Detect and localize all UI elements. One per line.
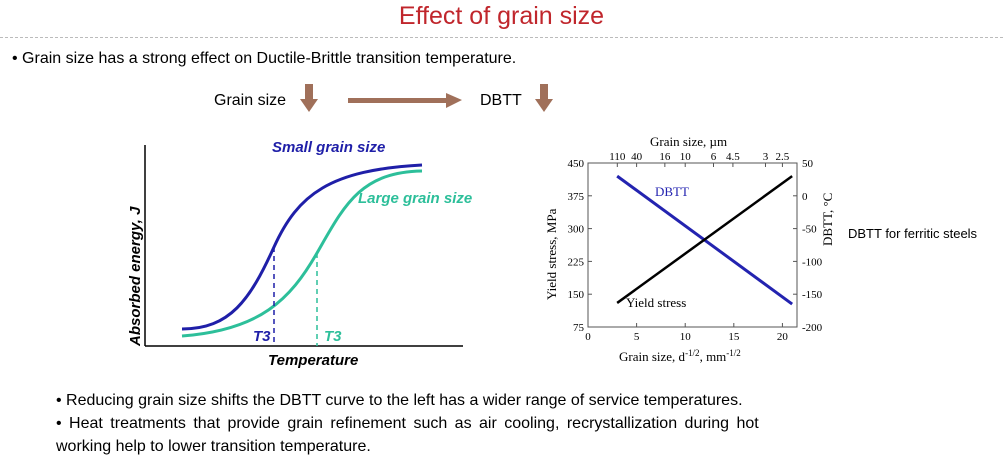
y2-tick-label: -150 (802, 289, 823, 301)
grain-size-dbtt-chart: Grain size, µm Grain size, d-1/2, mm-1/2… (544, 134, 835, 364)
bullet-3-line-2: working help to lower transition tempera… (56, 438, 371, 455)
y-tick-label: 225 (568, 256, 585, 268)
small-grain-curve (181, 163, 423, 331)
top-tick-label: 16 (659, 151, 671, 163)
x-axis-label: Grain size, d-1/2, mm-1/2 (619, 348, 741, 364)
x-tick-label: 10 (680, 331, 692, 343)
legend-small: Small grain size (272, 139, 385, 156)
relation-grain-size: Grain size (214, 92, 287, 109)
top-tick-label: 4.5 (726, 151, 740, 163)
bullet-3-line-1: • Heat treatments that provide grain ref… (56, 415, 759, 432)
bullet-1: • Grain size has a strong effect on Duct… (12, 50, 517, 67)
y2-tick-label: -50 (802, 224, 817, 236)
top-axis-label: Grain size, µm (650, 134, 727, 149)
right-arrow-icon (348, 93, 462, 108)
x-axis-label: Temperature (268, 352, 358, 369)
dbtt-annotation: DBTT for ferritic steels (848, 226, 978, 241)
y-tick-label: 450 (568, 158, 585, 170)
dbtt-series-label: DBTT (655, 184, 689, 199)
title-divider (0, 37, 1003, 38)
y-axis-label: Yield stress, MPa (544, 208, 559, 300)
x-tick-label: 15 (728, 331, 740, 343)
y2-tick-label: -100 (802, 256, 823, 268)
top-tick-label: 10 (680, 151, 692, 163)
y-tick-label: 300 (568, 224, 585, 236)
y-tick-label: 75 (573, 322, 585, 334)
x-tick-label: 20 (777, 331, 789, 343)
top-tick-label: 110 (609, 151, 626, 163)
legend-large: Large grain size (358, 190, 472, 207)
down-arrow-icon (300, 84, 318, 112)
down-arrow-icon (535, 84, 553, 112)
top-tick-label: 2.5 (776, 151, 790, 163)
y2-tick-label: 0 (802, 191, 808, 203)
x-tick-label: 5 (634, 331, 640, 343)
y-tick-label: 150 (568, 289, 585, 301)
relation-dbtt: DBTT (480, 92, 522, 109)
top-tick-label: 40 (631, 151, 643, 163)
plot-frame (587, 162, 798, 328)
slide-title: Effect of grain size (398, 2, 605, 30)
yield-stress-line (616, 175, 793, 304)
yield-series-label: Yield stress (626, 295, 686, 310)
top-tick-label: 3 (763, 151, 769, 163)
energy-temperature-chart: Small grain size Large grain size T3 T3 … (127, 139, 472, 369)
y2-tick-label: 50 (802, 158, 814, 170)
bullet-2: • Reducing grain size shifts the DBTT cu… (56, 392, 743, 409)
t3-small-label: T3 (253, 328, 271, 345)
y-tick-label: 375 (568, 191, 585, 203)
top-tick-label: 6 (711, 151, 717, 163)
y2-axis-label: DBTT, °C (820, 193, 835, 246)
y-axis-label: Absorbed energy, J (127, 206, 144, 347)
y2-tick-label: -200 (802, 322, 823, 334)
t3-large-label: T3 (324, 328, 342, 345)
x-tick-label: 0 (585, 331, 591, 343)
